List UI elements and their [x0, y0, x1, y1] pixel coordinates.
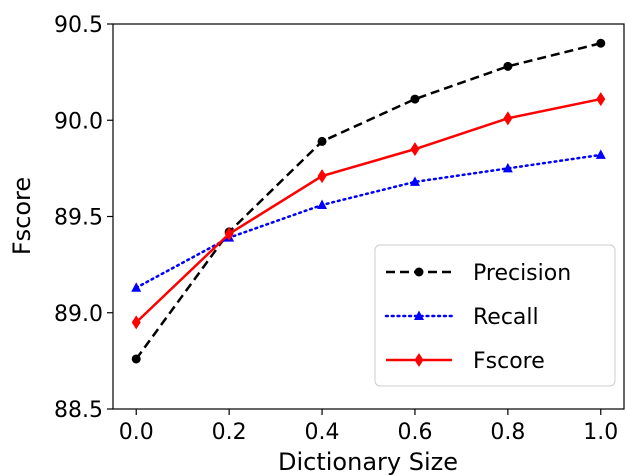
recall-point — [595, 149, 606, 159]
x-tick-label: 0.0 — [119, 420, 154, 445]
legend-label-fscore: Fscore — [473, 349, 545, 374]
recall-point — [409, 176, 420, 186]
fscore-line — [135, 97, 602, 324]
legend-item-recall: Recall — [384, 305, 539, 330]
legend-marker-fscore — [414, 353, 424, 367]
recall-point — [317, 199, 328, 209]
y-tick-label: 89.5 — [54, 206, 103, 231]
x-tick-label: 0.4 — [305, 420, 340, 445]
x-tick-label: 0.8 — [490, 420, 525, 445]
y-tick-label: 89.0 — [54, 302, 103, 327]
precision-point — [131, 354, 141, 364]
legend-marker-recall — [414, 310, 424, 320]
series-precision — [131, 38, 606, 364]
y-axis-label: Fscore — [8, 177, 36, 255]
legend-box — [374, 244, 616, 387]
fscore-point — [503, 111, 513, 126]
recall-line — [134, 153, 603, 289]
x-tick-label: 0.6 — [397, 420, 432, 445]
legend-item-precision: Precision — [386, 261, 571, 286]
legend-marker-precision — [414, 267, 424, 277]
fscore-point — [131, 315, 141, 330]
y-tick-label: 90.5 — [54, 13, 103, 38]
fscore-point — [317, 169, 327, 184]
x-tick-label: 1.0 — [583, 420, 618, 445]
y-axis: 88.5 89.0 89.5 90.0 90.5 — [54, 13, 113, 423]
legend-label-recall: Recall — [473, 305, 539, 330]
x-axis: 0.0 0.2 0.4 0.6 0.8 1.0 — [119, 409, 618, 445]
y-tick-label: 90.0 — [54, 109, 103, 134]
legend: Precision Recall Fscore — [374, 244, 616, 387]
y-tick-label: 88.5 — [54, 398, 103, 423]
fscore-point — [224, 226, 234, 241]
precision-line — [135, 42, 602, 360]
precision-point — [317, 136, 327, 146]
precision-point — [596, 38, 606, 48]
legend-item-fscore: Fscore — [386, 349, 545, 374]
precision-point — [410, 94, 420, 104]
fscore-point — [596, 92, 606, 107]
precision-point — [503, 61, 513, 71]
x-tick-label: 0.2 — [212, 420, 247, 445]
fscore-point — [410, 142, 420, 157]
x-axis-label: Dictionary Size — [278, 448, 458, 475]
series-fscore — [131, 92, 606, 330]
recall-point — [131, 282, 142, 292]
legend-label-precision: Precision — [473, 261, 571, 286]
plot-lines — [131, 38, 606, 364]
recall-point — [502, 162, 513, 173]
